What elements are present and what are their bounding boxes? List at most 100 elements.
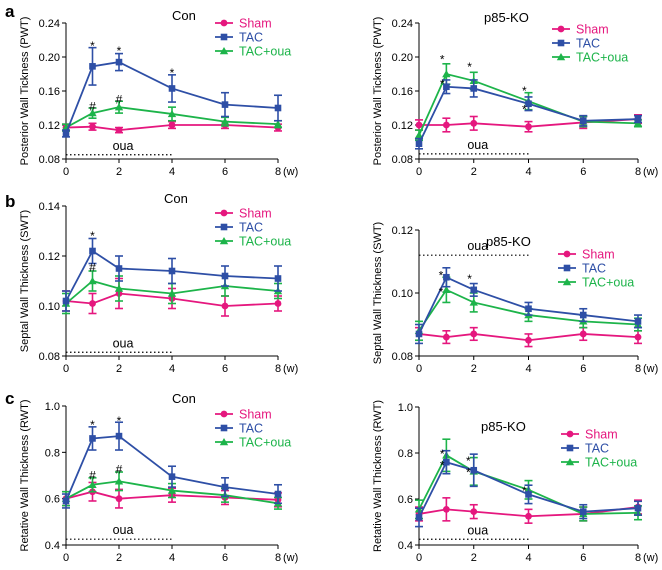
legend-label: Sham	[582, 248, 615, 262]
x-tick-label: 0	[63, 166, 69, 178]
data-point	[62, 497, 70, 505]
data-point	[634, 115, 642, 123]
significance-marker: #	[89, 99, 96, 113]
significance-marker: *	[466, 466, 471, 480]
chart-title: p85-KO	[484, 10, 529, 25]
legend-marker	[566, 444, 574, 452]
series-line	[65, 292, 279, 307]
legend-label: TAC	[239, 221, 263, 235]
significance-marker: #	[116, 463, 123, 477]
x-tick-label: 2	[471, 552, 477, 564]
series-tac	[62, 421, 282, 509]
y-tick-label: 0.4	[45, 540, 60, 552]
legend-marker	[219, 237, 229, 245]
y-tick-label: 0.20	[392, 52, 413, 64]
series-line	[65, 106, 279, 129]
data-point	[168, 473, 176, 480]
x-tick-label: 2	[471, 166, 477, 178]
y-axis-label: Septal Wall Thickness (SWT)	[19, 210, 31, 352]
y-tick-label: 0.6	[45, 494, 60, 506]
legend-marker	[220, 209, 228, 217]
legend-marker	[219, 438, 229, 446]
chart-c-left: c Con 0.4 0.6 0.8 1.0 0 2 4 6 8 (w) Retative Wall Th…	[5, 389, 298, 564]
series-line	[418, 461, 639, 518]
legend-label: TAC+oua	[239, 45, 291, 59]
data-point	[221, 101, 229, 108]
x-axis-label: (w)	[283, 363, 298, 375]
significance-marker: *	[90, 418, 95, 432]
data-point	[114, 103, 124, 111]
data-point	[274, 490, 282, 498]
data-point	[115, 265, 123, 272]
x-tick-label: 4	[525, 166, 531, 178]
series-tac	[62, 46, 282, 138]
y-tick-label: 0.24	[39, 18, 60, 30]
legend-marker	[220, 19, 228, 27]
series-line	[418, 72, 639, 136]
significance-marker: *	[117, 414, 122, 428]
legend-label: TAC	[582, 262, 606, 276]
data-point	[442, 121, 450, 129]
y-axis-label: Retative Wall Thickness (RWT)	[372, 400, 384, 552]
y-axis-label: Posterior Wall Tickness (PWT)	[19, 17, 31, 166]
y-tick-label: 0.6	[398, 494, 413, 506]
data-point	[115, 126, 123, 134]
x-axis-label: (w)	[283, 552, 298, 564]
y-tick-label: 0.24	[392, 18, 413, 30]
x-tick-label: 8	[635, 363, 641, 375]
data-point	[88, 109, 97, 117]
chart-title: Con	[164, 191, 188, 206]
x-tick-label: 8	[635, 166, 641, 178]
significance-marker: *	[440, 459, 445, 473]
y-tick-label: 1.0	[398, 402, 413, 414]
x-tick-label: 8	[275, 363, 281, 375]
legend-marker	[563, 250, 571, 258]
y-tick-label: 0.08	[392, 154, 413, 166]
data-point	[579, 311, 587, 319]
legend-marker	[219, 47, 229, 55]
panel-label: b	[5, 192, 15, 211]
data-point	[470, 508, 478, 516]
series-sham	[415, 114, 642, 133]
significance-marker: *	[117, 44, 122, 58]
significance-marker: *	[90, 229, 95, 243]
x-tick-label: 6	[580, 552, 586, 564]
chart-title: Con	[172, 8, 196, 23]
data-point	[414, 131, 424, 139]
x-tick-label: 8	[275, 166, 281, 178]
data-point	[114, 477, 124, 485]
x-tick-label: 2	[116, 363, 122, 375]
x-axis-label: (w)	[643, 363, 658, 375]
x-tick-label: 2	[116, 552, 122, 564]
legend-label: Sham	[585, 428, 618, 442]
data-point	[415, 140, 423, 147]
legend-marker	[556, 53, 566, 61]
data-point	[469, 298, 478, 306]
legend-label: Sham	[576, 23, 609, 37]
series-line	[65, 280, 279, 305]
legend-marker	[565, 458, 575, 466]
y-tick-label: 0.12	[39, 251, 60, 263]
legend-label: TAC	[239, 31, 263, 45]
y-tick-label: 0.10	[392, 288, 413, 300]
x-tick-label: 4	[169, 166, 175, 178]
data-point	[221, 483, 229, 491]
x-tick-label: 0	[416, 363, 422, 375]
data-point	[415, 121, 423, 129]
legend-marker	[220, 33, 228, 41]
x-tick-label: 4	[525, 363, 531, 375]
data-point	[442, 70, 451, 78]
data-point	[88, 277, 97, 285]
legend-label: TAC+oua	[582, 276, 634, 290]
x-tick-label: 0	[416, 552, 422, 564]
y-tick-label: 0.16	[392, 86, 413, 98]
data-point	[88, 480, 97, 488]
panel-label: c	[5, 389, 14, 408]
series-tac	[62, 237, 282, 312]
oua-label: oua	[467, 523, 488, 537]
legend-label: TAC+oua	[576, 51, 628, 65]
significance-marker: *	[466, 454, 471, 468]
significance-marker: *	[439, 285, 444, 299]
y-axis-label: Septal Wall Thickness (SWT)	[372, 222, 384, 364]
x-tick-label: 8	[635, 552, 641, 564]
